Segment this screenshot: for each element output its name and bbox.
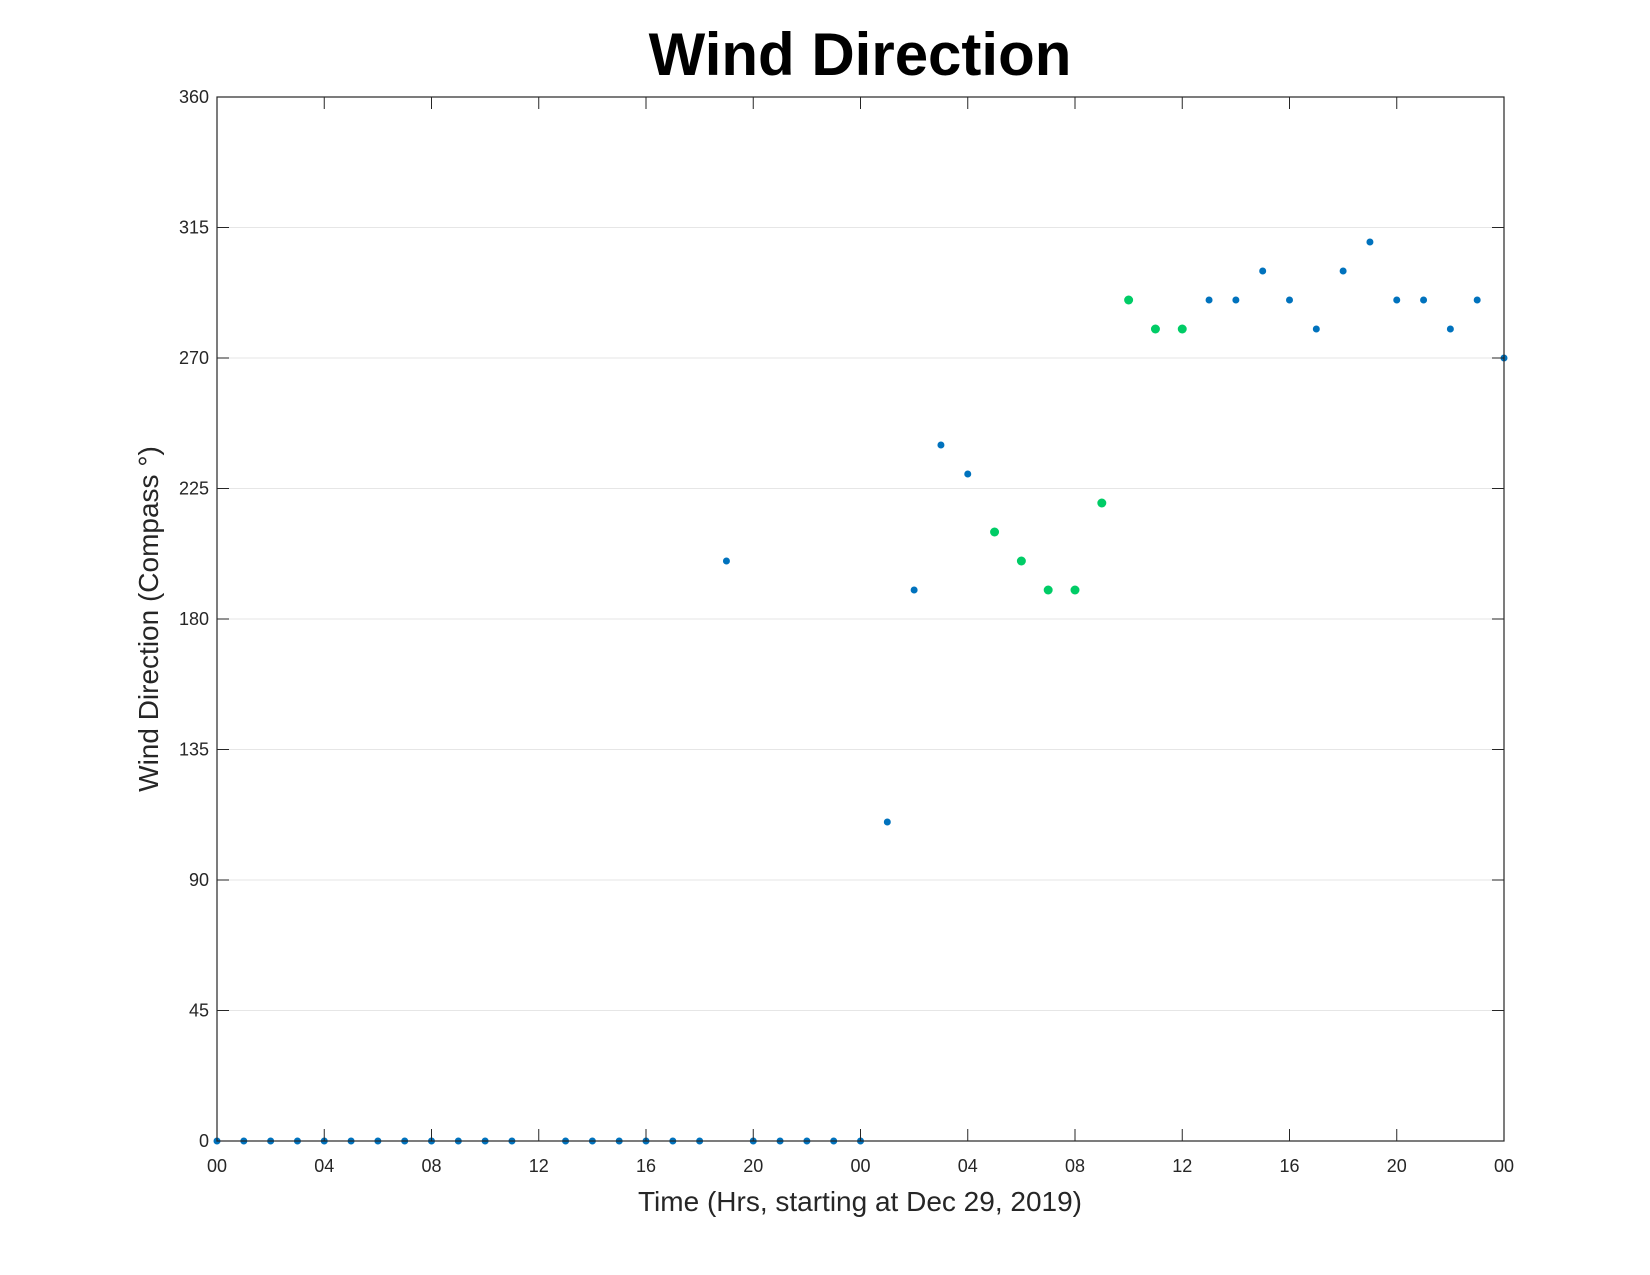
- data-point: [1016, 556, 1026, 566]
- y-axis-label: Wind Direction (Compass °): [133, 446, 164, 792]
- data-point: [1150, 324, 1160, 334]
- data-point: [1070, 585, 1080, 595]
- data-point: [910, 586, 918, 594]
- x-tick-label: 12: [1172, 1156, 1192, 1176]
- y-tick-label: 315: [179, 218, 209, 238]
- data-point: [1286, 296, 1293, 304]
- data-point: [1339, 267, 1347, 275]
- data-point: [964, 470, 972, 478]
- data-point: [1232, 296, 1240, 304]
- data-point: [990, 527, 1000, 537]
- data-point: [937, 441, 945, 449]
- y-tick-label: 45: [189, 1001, 209, 1021]
- y-tick-label: 135: [179, 740, 209, 760]
- chart-title: Wind Direction: [649, 21, 1072, 88]
- x-axis-label: Time (Hrs, starting at Dec 29, 2019): [638, 1186, 1082, 1217]
- x-tick-label: 12: [529, 1156, 549, 1176]
- x-tick-label: 20: [1387, 1156, 1407, 1176]
- x-tick-label: 00: [850, 1156, 870, 1176]
- y-tick-label: 90: [189, 870, 209, 890]
- data-point: [722, 557, 730, 565]
- x-tick-label: 08: [421, 1156, 441, 1176]
- data-point: [1420, 296, 1428, 304]
- data-point: [1473, 296, 1481, 304]
- x-tick-label: 16: [1279, 1156, 1299, 1176]
- x-tick-label: 04: [958, 1156, 978, 1176]
- x-tick-label: 16: [636, 1156, 656, 1176]
- data-point: [1124, 295, 1134, 305]
- x-tick-label: 00: [1494, 1156, 1514, 1176]
- x-tick-label: 08: [1065, 1156, 1085, 1176]
- y-axis-tick-labels: 0 45 90 135 180 225 270 315 360: [179, 87, 209, 1151]
- y-tick-label: 225: [179, 479, 209, 499]
- data-point: [1446, 325, 1454, 333]
- data-point: [883, 818, 891, 826]
- data-point: [1259, 267, 1267, 275]
- x-axis-tick-labels: 00 04 08 12 16 20 00 04 08 12 16 20 00: [207, 1156, 1514, 1176]
- axis-ticks: [216, 96, 1505, 1142]
- x-tick-label: 20: [743, 1156, 763, 1176]
- data-point: [1097, 498, 1107, 508]
- data-point: [1366, 238, 1374, 246]
- y-tick-label: 270: [179, 348, 209, 368]
- data-point: [1043, 585, 1053, 595]
- x-tick-label: 00: [207, 1156, 227, 1176]
- data-point: [1205, 296, 1213, 304]
- x-tick-label: 04: [314, 1156, 334, 1176]
- y-tick-label: 0: [199, 1131, 209, 1151]
- data-point: [1393, 296, 1401, 304]
- y-tick-label: 180: [179, 609, 209, 629]
- data-point: [1312, 325, 1320, 333]
- data-point: [1177, 324, 1187, 334]
- y-tick-label: 360: [179, 87, 209, 107]
